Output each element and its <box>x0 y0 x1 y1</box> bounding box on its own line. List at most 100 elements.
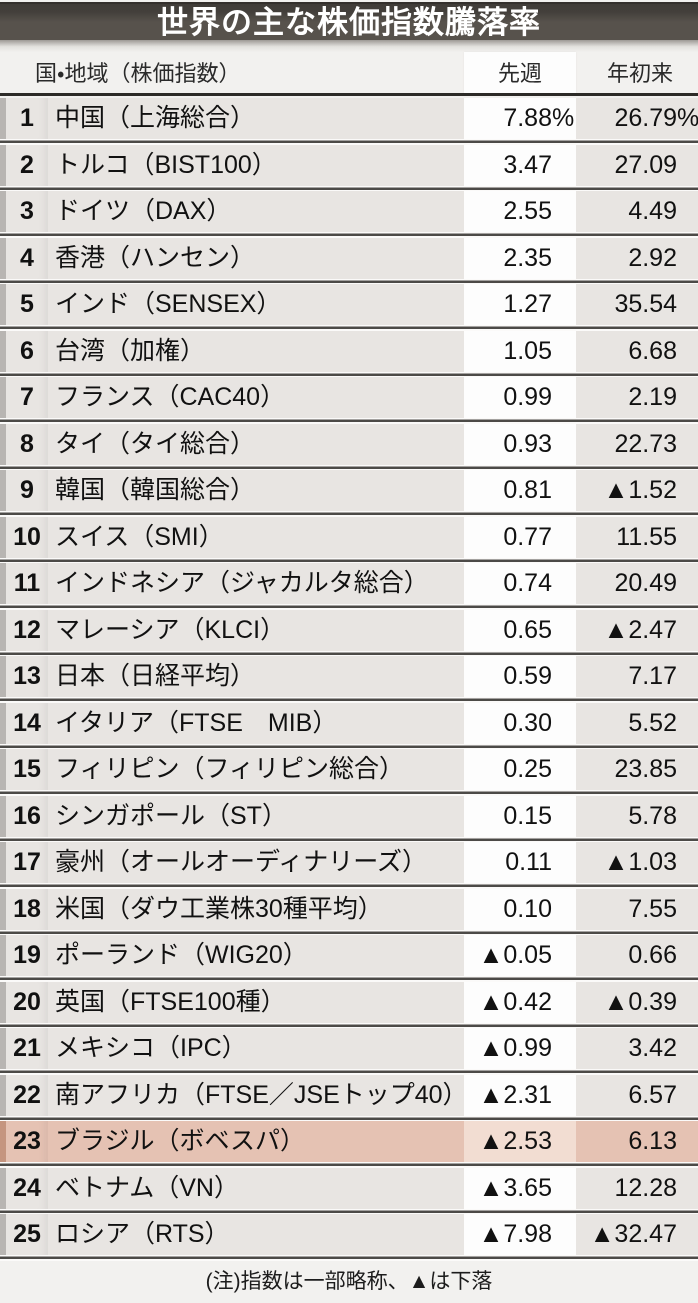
table-row: 13 日本（日経平均） 0.59 7.17 <box>0 656 698 697</box>
year-to-date-value-cell: 5.52 <box>628 708 677 737</box>
year-to-date-value-cell: 2.92 <box>628 243 677 272</box>
rank-cell: 6 <box>0 330 48 372</box>
year-to-date-value-cell: ▲32.47 <box>589 1220 677 1248</box>
row-divider <box>0 139 698 145</box>
row-divider <box>0 325 698 331</box>
index-name-cell: ブラジル（ボベスパ） <box>55 1127 306 1155</box>
index-name-cell: インドネシア（ジャカルタ総合） <box>55 569 429 597</box>
index-name-cell: フランス（CAC40） <box>55 383 286 411</box>
index-name-cell: 中国（上海総合） <box>55 104 256 132</box>
year-to-date-value-cell: 20.49 <box>614 569 677 597</box>
last-week-value-cell: 1.05 <box>464 330 576 372</box>
rank-cell: 20 <box>0 981 48 1023</box>
last-week-value-cell: 0.81 <box>464 470 576 511</box>
table-row: 16 シンガポール（ST） 0.15 5.78 <box>0 795 698 837</box>
rank-cell: 2 <box>0 144 48 186</box>
last-week-value-cell: ▲3.65 <box>464 1167 576 1209</box>
rank-cell: 18 <box>0 888 48 930</box>
row-divider <box>0 1208 698 1214</box>
year-to-date-value-cell: 27.09 <box>614 150 677 179</box>
last-week-value-cell: 0.10 <box>464 888 576 930</box>
year-to-date-value-cell: 3.42 <box>628 1034 677 1062</box>
table-row: 23 ブラジル（ボベスパ） ▲2.53 6.13 <box>0 1121 698 1162</box>
index-name-cell: 香港（ハンセン） <box>55 243 256 272</box>
year-to-date-value-cell: 23.85 <box>614 755 677 783</box>
table-row: 15 フィリピン（フィリピン総合） 0.25 23.85 <box>0 749 698 790</box>
row-divider <box>0 743 698 749</box>
row-divider <box>0 557 698 563</box>
table-row: 14 イタリア（FTSE MIB） 0.30 5.52 <box>0 702 698 744</box>
year-to-date-value-cell: ▲1.52 <box>603 476 677 504</box>
row-divider <box>0 790 698 796</box>
column-header-country-index: 国・地域（株価指数） <box>35 61 241 86</box>
rank-cell: 1 <box>0 98 48 139</box>
year-to-date-value-cell: 6.57 <box>628 1080 677 1109</box>
year-to-date-value-cell: 26.79% <box>614 104 698 132</box>
table-row: 19 ポーランド（WIG20） ▲0.05 0.66 <box>0 935 698 976</box>
index-name-cell: ロシア（RTS） <box>55 1220 230 1248</box>
table-row: 24 ベトナム（VN） ▲3.65 12.28 <box>0 1167 698 1209</box>
footnote: (注)指数は一部略称、▲は下落 <box>205 1269 493 1293</box>
row-divider <box>0 464 698 470</box>
table-row: 4 香港（ハンセン） 2.35 2.92 <box>0 237 698 279</box>
rank-cell: 13 <box>0 656 48 697</box>
row-divider <box>0 1069 698 1075</box>
index-name-cell: メキシコ（IPC） <box>55 1034 247 1062</box>
year-to-date-value-cell: 7.17 <box>628 662 677 690</box>
rank-cell: 19 <box>0 935 48 976</box>
rank-cell: 4 <box>0 237 48 279</box>
row-divider <box>0 1115 698 1121</box>
year-to-date-value-cell: 35.54 <box>614 290 677 318</box>
index-name-cell: 英国（FTSE100種） <box>55 987 286 1016</box>
last-week-value-cell: ▲2.53 <box>464 1121 576 1162</box>
rank-cell: 5 <box>0 284 48 325</box>
page-title: 世界の主な株価指数騰落率 <box>157 5 541 40</box>
rank-cell: 14 <box>0 702 48 744</box>
rank-cell: 3 <box>0 191 48 232</box>
row-divider <box>0 1162 698 1168</box>
last-week-value-cell: ▲0.99 <box>464 1028 576 1069</box>
index-name-cell: シンガポール（ST） <box>55 801 287 830</box>
rank-cell: 21 <box>0 1028 48 1069</box>
row-divider <box>0 371 698 377</box>
row-divider <box>0 278 698 284</box>
last-week-value-cell: 0.11 <box>464 842 576 883</box>
index-name-cell: 豪州（オールオーディナリーズ） <box>55 848 428 876</box>
row-divider <box>0 650 698 656</box>
last-week-value-cell: 0.74 <box>464 563 576 604</box>
row-divider <box>0 185 698 191</box>
table-row: 3 ドイツ（DAX） 2.55 4.49 <box>0 191 698 232</box>
row-divider <box>0 232 698 238</box>
year-to-date-value-cell: ▲1.03 <box>603 848 677 876</box>
last-week-value-cell: 0.99 <box>464 377 576 418</box>
last-week-value-cell: 0.59 <box>464 656 576 697</box>
index-name-cell: 韓国（韓国総合） <box>55 476 256 504</box>
column-header-last-week: 先週 <box>464 52 576 93</box>
year-to-date-value-cell: 5.78 <box>628 801 677 830</box>
index-name-cell: スイス（SMI） <box>55 522 224 551</box>
last-week-value-cell: ▲0.42 <box>464 981 576 1023</box>
index-name-cell: 日本（日経平均） <box>55 662 256 690</box>
rank-cell: 17 <box>0 842 48 883</box>
rank-cell: 11 <box>0 563 48 604</box>
table-row: 22 南アフリカ（FTSE／JSEトップ40） ▲2.31 6.57 <box>0 1074 698 1116</box>
table-row: 8 タイ（タイ総合） 0.93 22.73 <box>0 423 698 465</box>
year-to-date-value-cell: 12.28 <box>614 1173 677 1202</box>
index-name-cell: インド（SENSEX） <box>55 290 282 318</box>
row-divider <box>0 883 698 889</box>
rank-cell: 16 <box>0 795 48 837</box>
row-divider <box>0 976 698 982</box>
last-week-value-cell: 7.88% <box>464 98 576 139</box>
last-week-value-cell: 0.30 <box>464 702 576 744</box>
year-to-date-value-cell: ▲2.47 <box>603 615 677 644</box>
last-week-value-cell: 0.77 <box>464 516 576 558</box>
row-divider <box>0 418 698 424</box>
year-to-date-value-cell: 7.55 <box>628 894 677 923</box>
column-header-year-to-date: 年初来 <box>606 61 673 86</box>
table-row: 25 ロシア（RTS） ▲7.98 ▲32.47 <box>0 1214 698 1255</box>
index-name-cell: トルコ（BIST100） <box>55 150 277 179</box>
index-name-cell: タイ（タイ総合） <box>55 429 256 458</box>
last-week-value-cell: 0.15 <box>464 795 576 837</box>
year-to-date-value-cell: 4.49 <box>628 197 677 225</box>
rank-cell: 9 <box>0 470 48 511</box>
